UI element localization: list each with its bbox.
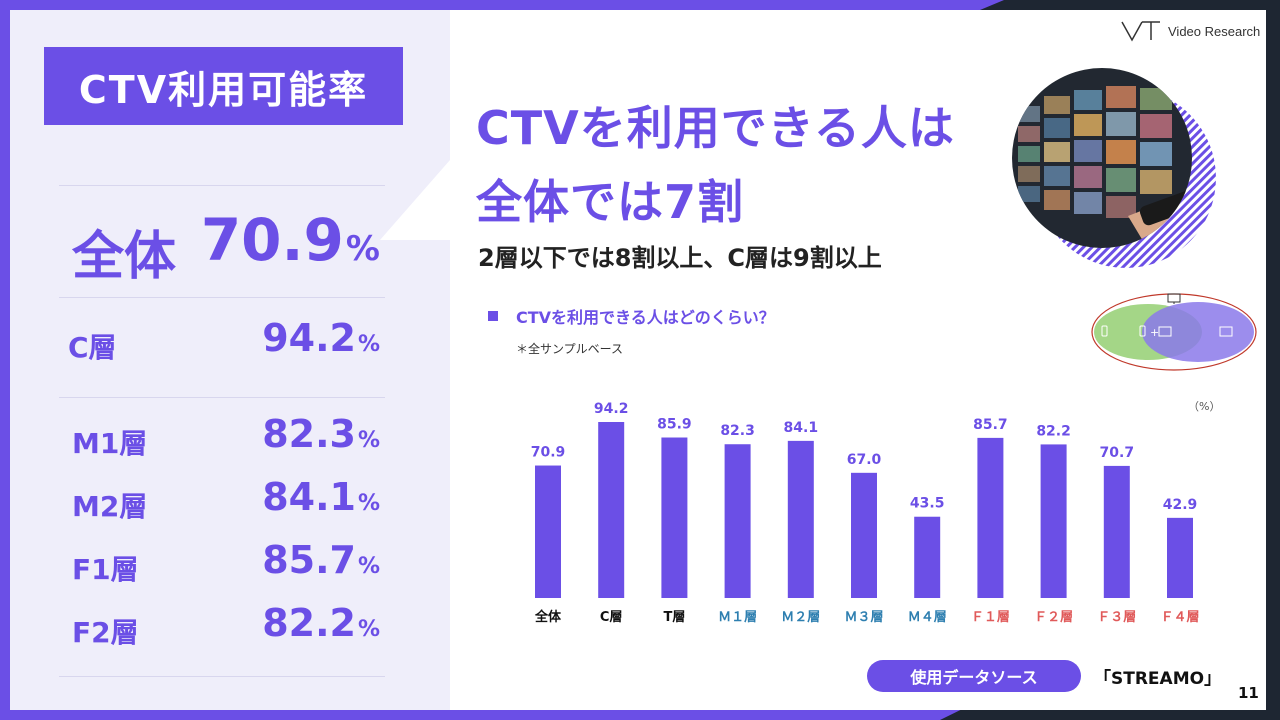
top-border	[0, 0, 1280, 10]
category-label: Ｆ４層	[1160, 610, 1199, 625]
bar-value-label: 85.7	[973, 417, 1008, 433]
bar	[661, 437, 688, 598]
bottom-border	[0, 710, 1280, 720]
tv-icon	[1219, 326, 1233, 337]
source-name: 「STREAMO」	[1094, 669, 1222, 689]
overall-label: 全体	[72, 227, 177, 287]
logo-text: Video Research	[1168, 23, 1261, 39]
logo-mark-icon	[1121, 21, 1160, 42]
bar-value-label: 85.9	[657, 417, 692, 433]
bar-value-label: 94.2	[594, 401, 629, 417]
section-title: CTV利用可能率	[44, 47, 403, 125]
question-bullet	[488, 311, 498, 321]
category-label: C層	[600, 610, 623, 625]
tv-icon	[1158, 326, 1172, 337]
question-text: CTVを利用できる人はどのくらい？	[516, 308, 775, 327]
divider	[59, 185, 385, 186]
bar	[787, 440, 814, 598]
right-border-dark	[1266, 0, 1280, 720]
divider	[59, 297, 385, 298]
bar-value-label: 43.5	[910, 496, 945, 512]
category-label: 全体	[534, 609, 562, 625]
segment-label-f2: F2層	[72, 616, 139, 649]
source-label: 使用データソース	[867, 660, 1081, 692]
segment-value-f1: 85.7%	[262, 538, 380, 582]
company-logo: Video Research	[1120, 20, 1260, 42]
segment-label-m1: M1層	[72, 427, 148, 460]
device-venn-diagram: +	[1090, 290, 1258, 372]
left-panel	[10, 10, 450, 710]
category-label: Ｆ３層	[1097, 610, 1136, 625]
category-label: Ｆ１層	[971, 610, 1010, 625]
headline-line2: 全体では7割	[476, 175, 745, 229]
segment-value-c: 94.2%	[262, 316, 380, 360]
segment-value-m2: 84.1%	[262, 475, 380, 519]
bar	[1040, 444, 1067, 598]
category-label: Ｍ３層	[844, 610, 883, 625]
bar-value-label: 84.1	[784, 420, 819, 436]
venn-plus: +	[1150, 326, 1159, 339]
page-number: 11	[1238, 684, 1259, 702]
bar	[851, 472, 877, 598]
bottom-border-dark	[940, 710, 1280, 720]
divider	[59, 397, 385, 398]
chart-unit: （%）	[1188, 400, 1221, 413]
bar	[535, 465, 561, 598]
bar	[914, 516, 941, 598]
headline-line1: CTVを利用できる人は	[476, 101, 955, 155]
segment-value-m1: 82.3%	[262, 412, 380, 456]
segment-value-f2: 82.2%	[262, 601, 380, 645]
subheadline: 2層以下では8割以上、C層は9割以上	[478, 244, 882, 272]
overall-value: 70.9%	[200, 206, 380, 274]
bar	[977, 437, 1004, 598]
category-label: Ｍ２層	[781, 610, 820, 625]
top-border-dark	[980, 0, 1280, 10]
segment-label-c: C層	[68, 331, 117, 364]
divider	[59, 676, 385, 677]
left-border	[0, 0, 10, 720]
bar-value-label: 67.0	[847, 452, 882, 468]
bar-value-label: 70.7	[1100, 445, 1135, 461]
category-label: T層	[663, 610, 685, 625]
bar-value-label: 42.9	[1163, 497, 1198, 513]
ctv-photo	[1008, 66, 1220, 272]
category-label: Ｍ４層	[908, 610, 947, 625]
bar	[598, 422, 625, 598]
bar-value-label: 70.9	[531, 445, 566, 461]
phone-icon	[1101, 325, 1108, 337]
category-label: Ｆ２層	[1034, 610, 1073, 625]
bar	[1167, 517, 1193, 598]
category-label: Ｍ１層	[718, 610, 757, 625]
bar	[724, 444, 751, 598]
phone-icon	[1139, 325, 1146, 337]
bar	[1103, 465, 1130, 598]
segment-label-m2: M2層	[72, 490, 148, 523]
segment-label-f1: F1層	[72, 553, 139, 586]
bar-value-label: 82.2	[1036, 423, 1071, 439]
bar-value-label: 82.3	[720, 423, 755, 439]
sample-note: ＊全サンプルベース	[516, 342, 624, 356]
